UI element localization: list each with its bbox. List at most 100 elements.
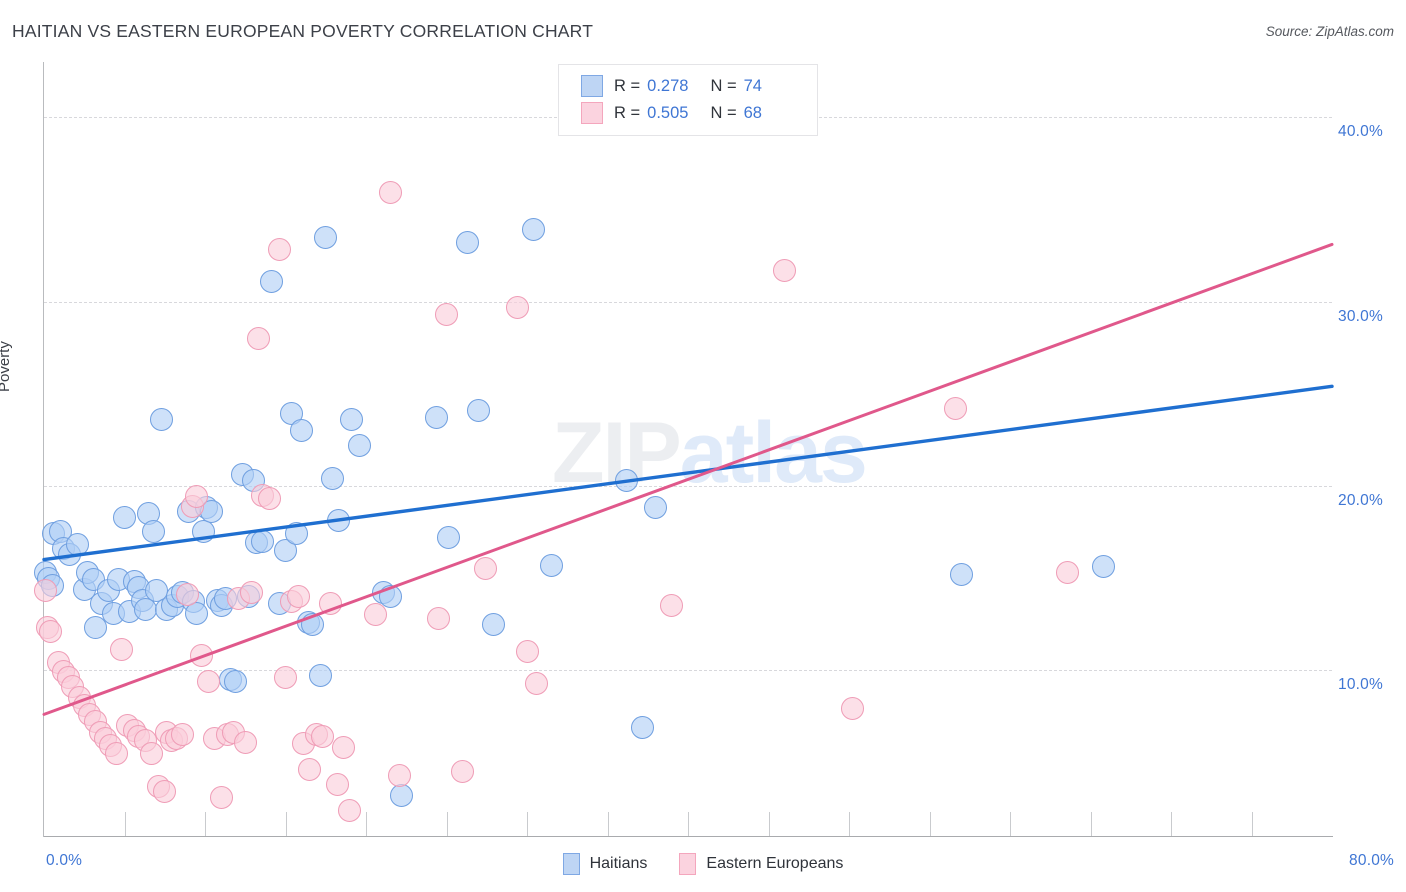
stats-row-haitians: R = 0.278 N = 74 (581, 71, 762, 101)
scatter-point[interactable] (773, 258, 797, 282)
x-tick-4 (366, 812, 367, 836)
x-tick-3 (285, 812, 287, 836)
gridline-20 (44, 485, 1332, 487)
y-tick-label-30: 30.0% (1338, 307, 1383, 325)
legend-swatch-haitians-icon (562, 853, 580, 875)
scatter-point[interactable] (309, 664, 333, 688)
scatter-point[interactable] (113, 505, 136, 529)
scatter-point[interactable] (267, 238, 291, 262)
x-tick-14 (1171, 812, 1172, 836)
scatter-point[interactable] (455, 231, 479, 255)
scatter-point[interactable] (196, 669, 220, 693)
scatter-point[interactable] (257, 487, 281, 511)
x-tick-5 (446, 812, 448, 836)
scatter-point[interactable] (521, 218, 545, 242)
scatter-point[interactable] (298, 758, 322, 782)
x-tick-2 (205, 812, 206, 836)
x-axis-max-label: 80.0% (1349, 852, 1394, 869)
haitians-r-value: 0.278 (647, 76, 689, 95)
scatter-point[interactable] (140, 741, 164, 765)
legend-item-haitians[interactable]: Haitians (562, 853, 647, 875)
scatter-point[interactable] (274, 538, 297, 562)
scatter-point[interactable] (233, 730, 257, 754)
scatter-point[interactable] (150, 408, 174, 431)
scatter-point[interactable] (331, 736, 355, 760)
scatter-point[interactable] (274, 666, 297, 689)
scatter-point[interactable] (451, 760, 475, 783)
scatter-point[interactable] (435, 302, 458, 326)
eastern-europeans-swatch-icon (581, 102, 603, 124)
scatter-point[interactable] (246, 326, 270, 350)
scatter-point[interactable] (364, 603, 388, 627)
scatter-point[interactable] (311, 724, 335, 748)
scatter-point[interactable] (320, 466, 344, 490)
scatter-point[interactable] (505, 295, 529, 319)
correlation-stats-box: R = 0.278 N = 74 R = 0.505 N = 68 (558, 64, 818, 136)
scatter-point[interactable] (515, 640, 539, 664)
gridline-10 (44, 670, 1332, 672)
scatter-point[interactable] (175, 583, 199, 607)
scatter-point[interactable] (34, 579, 58, 603)
y-tick-label-20: 20.0% (1338, 491, 1383, 509)
scatter-point[interactable] (224, 669, 248, 693)
scatter-point[interactable] (38, 619, 62, 643)
scatter-point[interactable] (631, 715, 655, 739)
scatter-point[interactable] (426, 607, 450, 631)
scatter-point[interactable] (109, 638, 133, 662)
eastern-europeans-r-value: 0.505 (647, 103, 689, 122)
eastern-europeans-n-value: 68 (743, 103, 762, 122)
scatter-point[interactable] (84, 616, 108, 640)
scatter-point[interactable] (319, 592, 343, 616)
x-tick-9 (768, 812, 770, 836)
trend-line-eastern-europeans (42, 242, 1334, 716)
eastern-europeans-r-label: R = (614, 103, 641, 122)
scatter-point[interactable] (209, 785, 233, 809)
scatter-point[interactable] (286, 584, 310, 608)
scatter-point[interactable] (240, 581, 264, 605)
scatter-point[interactable] (378, 181, 402, 205)
scatter-point[interactable] (338, 798, 362, 822)
scatter-point[interactable] (436, 525, 460, 549)
trend-lines (42, 242, 1334, 716)
haitians-r-label: R = (614, 76, 641, 95)
scatter-point[interactable] (950, 562, 974, 586)
scatter-point[interactable] (259, 269, 283, 293)
scatter-point[interactable] (525, 671, 549, 695)
x-axis-line (44, 836, 1333, 837)
scatter-point[interactable] (170, 723, 194, 747)
stats-row-eastern-europeans: R = 0.505 N = 68 (581, 98, 762, 128)
y-axis-title: Poverty (0, 341, 13, 392)
scatter-point[interactable] (340, 408, 363, 431)
scatter-point[interactable] (141, 520, 165, 544)
scatter-point[interactable] (185, 601, 209, 625)
scatter-point[interactable] (943, 396, 967, 420)
scatter-point[interactable] (388, 763, 412, 787)
y-tick-label-40: 40.0% (1338, 123, 1383, 141)
scatter-point[interactable] (1091, 555, 1115, 579)
scatter-point[interactable] (425, 406, 449, 430)
scatter-point[interactable] (185, 485, 209, 509)
scatter-point[interactable] (467, 398, 491, 422)
scatter-point[interactable] (473, 557, 497, 581)
scatter-point[interactable] (290, 419, 314, 443)
scatter-point[interactable] (644, 496, 668, 520)
scatter-point[interactable] (1056, 560, 1080, 584)
source-attribution: Source: ZipAtlas.com (1265, 24, 1394, 39)
scatter-point[interactable] (348, 433, 372, 457)
scatter-point[interactable] (104, 741, 128, 765)
y-tick-label-10: 10.0% (1338, 676, 1383, 694)
page-title: HAITIAN VS EASTERN EUROPEAN POVERTY CORR… (12, 21, 594, 41)
scatter-point[interactable] (314, 225, 338, 249)
scatter-point[interactable] (153, 780, 177, 804)
haitians-n-label: N = (710, 76, 737, 95)
x-tick-7 (607, 812, 609, 836)
gridline-30 (44, 301, 1332, 303)
legend-label-eastern-europeans: Eastern Europeans (706, 855, 844, 872)
scatter-point[interactable] (840, 697, 864, 721)
legend-item-eastern-europeans[interactable]: Eastern Europeans (679, 853, 843, 875)
scatter-point[interactable] (481, 612, 505, 636)
scatter-point[interactable] (660, 594, 684, 618)
scatter-point[interactable] (539, 553, 563, 577)
haitians-swatch-icon (581, 75, 603, 97)
scatter-point[interactable] (325, 772, 349, 796)
